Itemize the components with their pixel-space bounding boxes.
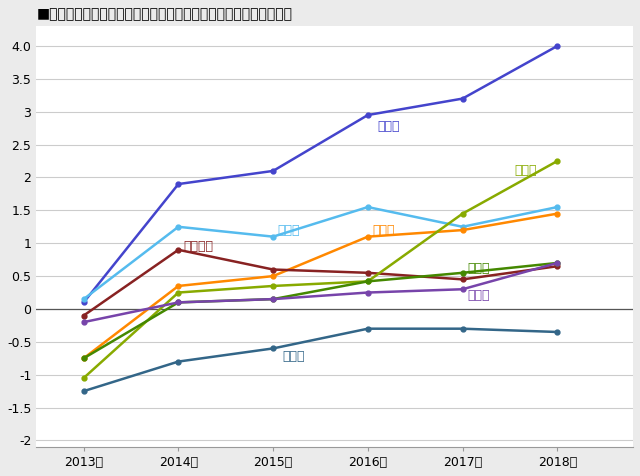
Text: 大阪府: 大阪府: [372, 224, 395, 237]
Text: ■主要都府県の標準宅地の対前年変動率の平均値推移（単位：％）: ■主要都府県の標準宅地の対前年変動率の平均値推移（単位：％）: [36, 7, 292, 21]
Text: 東京都: 東京都: [378, 119, 400, 133]
Text: 埼玉県: 埼玉県: [467, 289, 490, 302]
Text: 千葉県: 千葉県: [467, 262, 490, 275]
Text: 神奈川県: 神奈川県: [183, 240, 213, 253]
Text: 兵庫県: 兵庫県: [283, 350, 305, 363]
Text: 愛知県: 愛知県: [278, 224, 300, 237]
Text: 京都府: 京都府: [515, 164, 537, 178]
